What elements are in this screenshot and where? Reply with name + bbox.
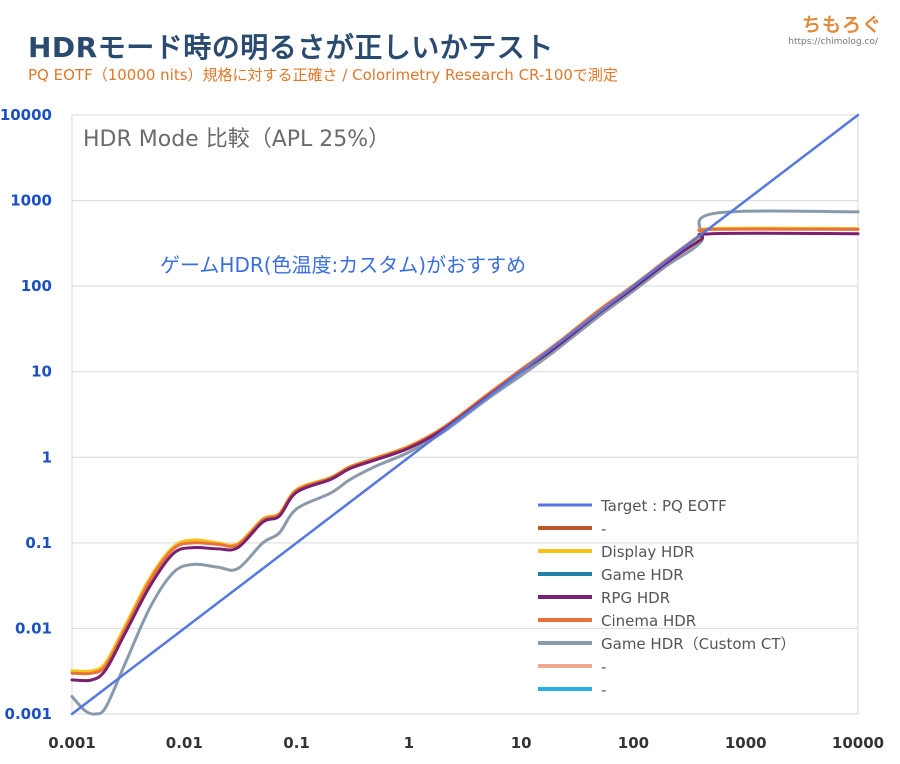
x-tick-label: 0.1 bbox=[283, 734, 310, 752]
brand-url: https://chimolog.co/ bbox=[788, 37, 878, 47]
legend-label: - bbox=[601, 681, 606, 699]
series-line-rpg-hdr bbox=[70, 231, 860, 683]
legend-label: RPG HDR bbox=[601, 589, 670, 607]
legend-label: Target : PQ EOTF bbox=[600, 497, 727, 515]
page-subtitle: PQ EOTF（10000 nits）規格に対する正確さ / Colorimet… bbox=[28, 66, 618, 84]
legend-label: - bbox=[601, 658, 606, 676]
x-tick-label: 0.01 bbox=[166, 734, 203, 752]
legend-label: Game HDR（Custom CT） bbox=[601, 635, 796, 653]
series-line-game-hdr-custom-ct bbox=[70, 209, 860, 716]
chart-title: HDR Mode 比較（APL 25%） bbox=[83, 127, 390, 152]
y-tick-label: 0.1 bbox=[25, 534, 52, 552]
x-tick-label: 0.001 bbox=[48, 734, 95, 752]
y-tick-label: 1000 bbox=[10, 192, 52, 210]
x-tick-label: 10000 bbox=[832, 734, 884, 752]
y-tick-label: 0.01 bbox=[15, 619, 52, 637]
x-tick-label: 1 bbox=[404, 734, 414, 752]
y-tick-label: 100 bbox=[21, 277, 52, 295]
legend-label: Game HDR bbox=[601, 566, 684, 584]
chart-annotation: ゲームHDR(色温度:カスタム)がおすすめ bbox=[160, 253, 526, 277]
legend-label: Display HDR bbox=[601, 543, 694, 561]
x-tick-label: 100 bbox=[618, 734, 649, 752]
brand-logo: ちもろぐ bbox=[801, 14, 882, 36]
x-tick-label: 10 bbox=[511, 734, 532, 752]
y-tick-label: 10 bbox=[31, 363, 52, 381]
page-title: HDRモード時の明るさが正しいかテスト bbox=[28, 31, 554, 64]
y-tick-label: 0.001 bbox=[5, 705, 52, 723]
x-tick-label: 1000 bbox=[725, 734, 767, 752]
series-line-target-pq-eotf bbox=[70, 113, 860, 716]
legend-label: Cinema HDR bbox=[601, 612, 696, 630]
legend-label: - bbox=[601, 520, 606, 538]
y-tick-label: 10000 bbox=[0, 106, 52, 124]
y-tick-label: 1 bbox=[42, 448, 52, 466]
